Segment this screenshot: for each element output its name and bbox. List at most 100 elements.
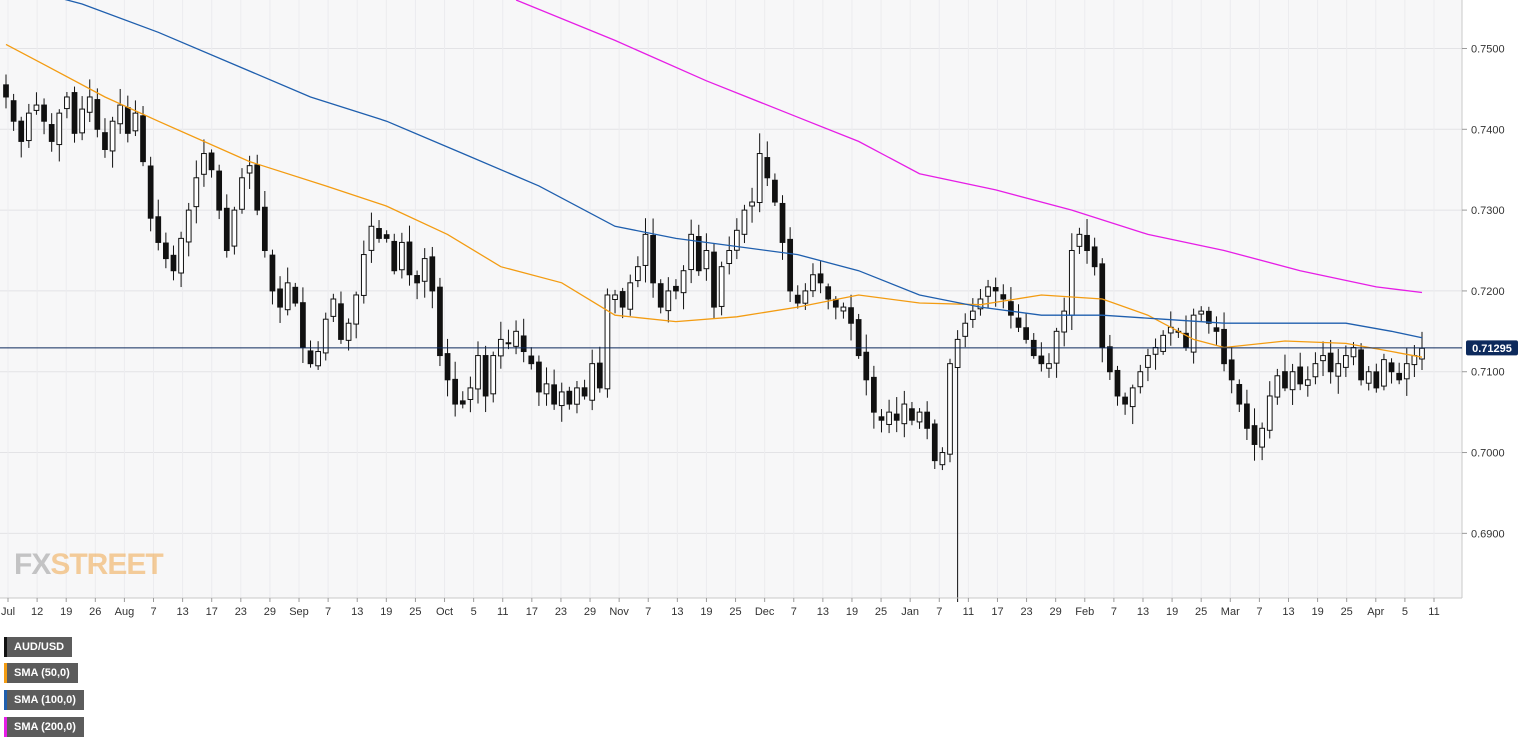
y-tick-label: 0.7100 [1471, 367, 1505, 379]
x-tick-label: 7 [325, 606, 331, 618]
candle-bull [642, 233, 649, 266]
candle-bull [360, 254, 367, 296]
sma-line [515, 0, 1423, 294]
candle-bull [589, 363, 596, 401]
candle-bear [817, 273, 824, 284]
candle-bear [102, 132, 108, 150]
candle-bull [86, 96, 93, 113]
candle-bull [726, 250, 733, 265]
x-tick-label: 17 [206, 606, 218, 618]
y-tick-label: 0.7500 [1471, 43, 1505, 55]
candle-bull [322, 318, 329, 354]
x-tick-label: 7 [791, 606, 797, 618]
x-tick-label: 13 [1137, 606, 1149, 618]
candle-bull [1129, 387, 1136, 408]
x-tick-label: 25 [875, 606, 887, 618]
candle-bear [124, 107, 131, 134]
candle-bull [345, 322, 352, 341]
x-tick-label: 19 [1166, 606, 1178, 618]
candle-bear [163, 242, 169, 260]
axes [0, 0, 1463, 599]
x-tick-label: 5 [1402, 606, 1408, 618]
x-tick-label: 7 [645, 606, 651, 618]
x-tick-label: 25 [729, 606, 741, 618]
x-tick-label: 7 [1111, 606, 1117, 618]
x-axis-ticks: Jul 12 19 26 Aug 7 13 17 23 29 Sep 7 13 19 25 Oct 5 11 17 2… [1, 598, 1440, 618]
candle-bull [954, 338, 961, 369]
candle-bull [132, 112, 139, 132]
candle-bear [596, 362, 603, 389]
candle-bull [680, 270, 687, 294]
x-tick-label: Oct [436, 606, 453, 618]
x-tick-label: 19 [380, 606, 392, 618]
candle-bear [208, 152, 215, 171]
x-tick-label: 25 [409, 606, 421, 618]
legend-swatch [4, 690, 7, 710]
chart-canvas: 0.7500 0.7400 0.7300 0.7200 0.7100 0.7000 0.69… [0, 0, 1518, 618]
x-tick-label: 13 [671, 606, 683, 618]
legend-swatch [4, 637, 7, 657]
candle-bear [871, 376, 877, 413]
candle-bear [657, 283, 664, 308]
candle-bear [1251, 425, 1258, 445]
x-tick-label: 13 [1282, 606, 1294, 618]
candle-bear [1358, 349, 1364, 381]
sma-line [64, 0, 1423, 339]
candle-bull [1259, 427, 1265, 448]
candle-bear [1205, 310, 1212, 324]
candle-bear [1282, 371, 1288, 389]
candle-bull [1137, 371, 1144, 388]
x-tick-label: 23 [235, 606, 247, 618]
y-tick-label: 0.7400 [1471, 124, 1505, 136]
x-tick-label: 25 [1195, 606, 1207, 618]
candle-bear [437, 286, 443, 357]
candle-bear [711, 251, 717, 308]
candle-bull [1061, 310, 1068, 333]
candle-bull [1068, 250, 1075, 316]
candle-bear [1228, 359, 1235, 381]
candle-bear [261, 206, 268, 252]
candle-bull [1053, 330, 1060, 364]
candle-bear [1244, 403, 1250, 429]
candle-bull [1312, 363, 1319, 378]
candle-bull [810, 274, 816, 292]
candle-bear [147, 165, 154, 219]
candle-bear [94, 99, 101, 130]
x-tick-label: Apr [1367, 606, 1384, 618]
x-tick-label: 19 [1311, 606, 1323, 618]
fxstreet-logo: FXSTREET [14, 548, 164, 582]
candle-bear [140, 115, 146, 163]
legend-swatch [4, 717, 7, 737]
candle-bear [1213, 327, 1220, 332]
candle-bull [246, 165, 253, 174]
y-tick-label: 0.7300 [1471, 205, 1505, 217]
candle-bear [1000, 294, 1007, 300]
candle-bull [741, 209, 748, 235]
candle-bear [619, 291, 626, 308]
candle-bear [277, 288, 283, 308]
x-tick-label: Jan [901, 606, 919, 618]
candle-bull [185, 209, 192, 243]
candle-bull [490, 355, 497, 395]
candle-bull [947, 363, 953, 455]
x-tick-label: 17 [991, 606, 1003, 618]
candle-bear [673, 285, 679, 292]
candle-bull [56, 112, 63, 146]
candle-bear [695, 236, 702, 272]
candle-bull [703, 250, 710, 270]
last-price-label-box [1466, 340, 1518, 356]
candle-bear [1008, 301, 1014, 316]
candle-bull [612, 294, 618, 300]
candle-bear [1327, 352, 1334, 373]
candle-bear [223, 207, 230, 252]
candle-bull [901, 403, 908, 425]
x-tick-label: 7 [150, 606, 156, 618]
candle-bear [566, 390, 573, 405]
candle-bear [376, 228, 382, 239]
legend-item-sma200: SMA (200,0) [4, 717, 84, 737]
x-tick-label: 29 [264, 606, 276, 618]
candle-bear [764, 157, 771, 179]
candle-bear [429, 256, 436, 292]
candle-bull [1320, 355, 1326, 362]
candle-bull [178, 237, 184, 274]
